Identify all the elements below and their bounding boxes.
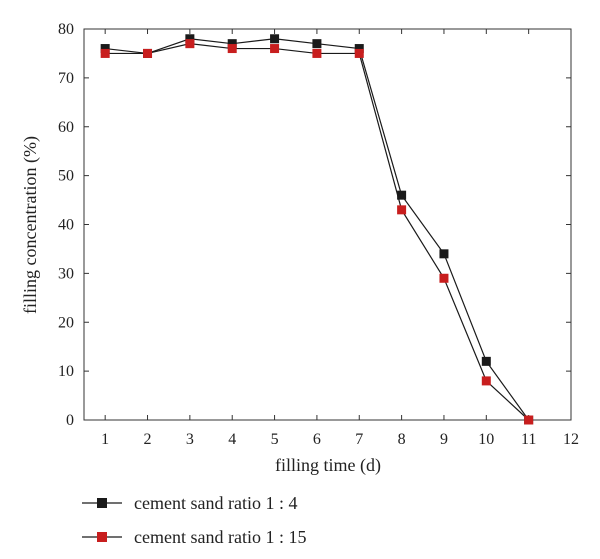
series-layer: [100, 34, 534, 425]
series-1-marker-3: [185, 34, 195, 44]
legend-label-series-1: cement sand ratio 1 : 4: [134, 492, 298, 513]
x-axis-title: filling time (d): [275, 455, 381, 476]
series-1-marker-8: [397, 190, 407, 200]
series-2-marker-9: [439, 273, 449, 283]
series-1-marker-4: [227, 39, 237, 49]
x-tick-label-3: 3: [186, 431, 194, 448]
series-1-marker-6: [312, 39, 322, 49]
y-tick-label-20: 20: [58, 314, 74, 331]
series-1-marker-9: [439, 249, 449, 259]
series-2-marker-1: [100, 48, 110, 58]
x-tick-label-7: 7: [355, 431, 363, 448]
legend-swatch-series-2: [82, 532, 122, 542]
x-tick-label-5: 5: [271, 431, 279, 448]
series-2-marker-8: [397, 205, 407, 215]
series-line-1: [105, 38, 530, 421]
y-tick-label-70: 70: [58, 70, 74, 87]
legend: cement sand ratio 1 : 4 cement sand rati…: [78, 490, 306, 558]
legend-label-series-2: cement sand ratio 1 : 15: [134, 526, 307, 547]
legend-swatch-series-1: [82, 498, 122, 508]
x-tick-label-12: 12: [563, 431, 579, 448]
x-tick-label-8: 8: [398, 431, 406, 448]
series-2-marker-6: [312, 48, 322, 58]
series-2-marker-7: [354, 48, 364, 58]
series-1-marker-7: [354, 44, 364, 54]
series-2-marker-4: [227, 44, 237, 54]
x-tick-label-1: 1: [101, 431, 109, 448]
x-tick-label-10: 10: [478, 431, 494, 448]
x-tick-label-6: 6: [313, 431, 321, 448]
series-2-marker-5: [270, 44, 280, 54]
series-2-marker-3: [185, 39, 195, 49]
series-2-marker-10: [481, 376, 491, 386]
series-1-marker-1: [100, 44, 110, 54]
series-1-marker-5: [270, 34, 280, 44]
series-line-2: [105, 43, 530, 421]
series-2-marker-11: [524, 415, 534, 425]
x-tick-label-4: 4: [228, 431, 236, 448]
y-tick-label-10: 10: [58, 363, 74, 380]
y-tick-label-80: 80: [58, 21, 74, 38]
y-tick-label-60: 60: [58, 119, 74, 136]
x-tick-label-2: 2: [144, 431, 152, 448]
series-2-marker-2: [143, 48, 153, 58]
y-axis-title: filling concentration (%): [20, 136, 41, 314]
y-tick-label-0: 0: [66, 412, 74, 429]
x-tick-label-9: 9: [440, 431, 448, 448]
series-1-marker-10: [481, 356, 491, 366]
y-tick-label-30: 30: [58, 265, 74, 282]
y-tick-label-50: 50: [58, 168, 74, 185]
legend-item-series-1: cement sand ratio 1 : 4: [78, 490, 306, 516]
plot-area-frame: [83, 28, 572, 421]
y-tick-label-40: 40: [58, 217, 74, 234]
x-tick-label-11: 11: [521, 431, 536, 448]
legend-item-series-2: cement sand ratio 1 : 15: [78, 524, 306, 550]
